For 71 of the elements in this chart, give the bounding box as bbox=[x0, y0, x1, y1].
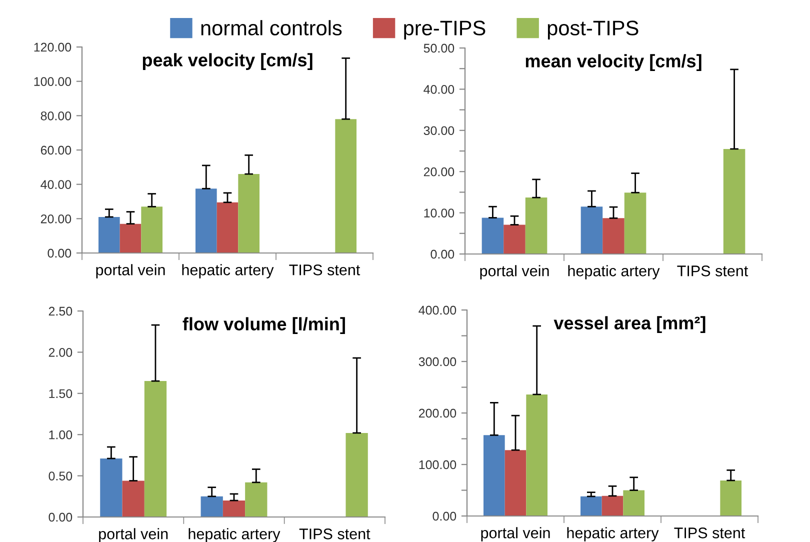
y-tick-label: 300.00 bbox=[418, 357, 456, 366]
y-tick-label: 0.50 bbox=[48, 472, 72, 480]
bar bbox=[720, 480, 742, 516]
x-tick-label: TIPS stent bbox=[289, 264, 360, 276]
chart-title: peak velocity [cm/s] bbox=[142, 53, 312, 70]
bar bbox=[98, 216, 120, 253]
bar bbox=[504, 450, 526, 516]
x-tick-label: hepatic artery bbox=[182, 264, 274, 278]
y-tick-label: 30.00 bbox=[424, 126, 454, 136]
x-tick-label: hepatic artery bbox=[567, 527, 659, 542]
y-tick-label: 200.00 bbox=[418, 408, 456, 418]
y-tick-label: 80.00 bbox=[40, 111, 72, 120]
y-tick-label: 60.00 bbox=[40, 146, 72, 155]
y-tick-label: 2.50 bbox=[48, 306, 72, 316]
bar bbox=[100, 458, 122, 517]
y-tick-label: 0.00 bbox=[48, 248, 72, 258]
bar bbox=[602, 218, 624, 254]
bar bbox=[335, 119, 357, 253]
x-tick-label: portal vein bbox=[480, 265, 549, 280]
bar bbox=[504, 224, 526, 254]
y-tick-label: 10.00 bbox=[424, 208, 454, 218]
bar bbox=[723, 148, 746, 254]
x-tick-label: TIPS stent bbox=[674, 528, 746, 538]
y-tick-label: 20.00 bbox=[424, 167, 454, 176]
bar bbox=[602, 496, 624, 516]
y-tick-label: 1.50 bbox=[49, 389, 72, 398]
bar bbox=[216, 202, 238, 253]
bar bbox=[200, 496, 223, 517]
y-tick-label: 40.00 bbox=[40, 180, 72, 189]
x-tick-label: TIPS stent bbox=[677, 266, 748, 276]
bar bbox=[624, 192, 646, 254]
bar bbox=[245, 482, 268, 517]
y-tick-label: 0.00 bbox=[430, 250, 454, 259]
y-tick-label: 0.00 bbox=[48, 512, 72, 522]
legend-label: pre-TIPS bbox=[404, 20, 486, 40]
x-tick-label: portal vein bbox=[481, 527, 550, 542]
y-tick-label: 0.00 bbox=[432, 512, 456, 521]
x-tick-label: hepatic artery bbox=[188, 528, 280, 542]
y-tick-label: 400.00 bbox=[418, 306, 456, 315]
y-tick-label: 20.00 bbox=[40, 214, 72, 224]
y-tick-label: 50.00 bbox=[424, 44, 454, 53]
chart-title: flow volume [l/min] bbox=[182, 317, 345, 334]
x-tick-label: hepatic artery bbox=[568, 265, 660, 280]
bar bbox=[195, 188, 217, 253]
y-tick-label: 100.00 bbox=[419, 460, 456, 470]
bar bbox=[526, 394, 548, 516]
bar bbox=[482, 218, 504, 254]
bar bbox=[525, 198, 548, 254]
bar bbox=[222, 500, 246, 517]
y-tick-label: 1.00 bbox=[49, 430, 72, 440]
chart-title: vessel area [mm²] bbox=[554, 316, 706, 334]
bar bbox=[238, 174, 260, 253]
x-tick-label: portal vein bbox=[96, 264, 165, 278]
chart-title: mean velocity [cm/s] bbox=[526, 54, 702, 72]
bar bbox=[120, 224, 142, 253]
bar bbox=[580, 496, 602, 516]
bar bbox=[483, 435, 505, 516]
x-tick-label: portal vein bbox=[99, 528, 168, 542]
bar bbox=[144, 381, 167, 517]
x-tick-label: TIPS stent bbox=[299, 528, 370, 540]
bar bbox=[623, 490, 645, 516]
bar bbox=[141, 206, 163, 253]
bar bbox=[122, 480, 144, 517]
bar bbox=[580, 206, 603, 254]
legend-label: normal controls bbox=[201, 20, 342, 36]
y-tick-label: 120.00 bbox=[34, 42, 72, 52]
y-tick-label: 2.00 bbox=[48, 348, 72, 357]
y-tick-label: 40.00 bbox=[424, 85, 454, 94]
legend-label: post-TIPS bbox=[548, 20, 638, 40]
bar bbox=[346, 432, 368, 517]
y-tick-label: 100.00 bbox=[34, 77, 72, 86]
